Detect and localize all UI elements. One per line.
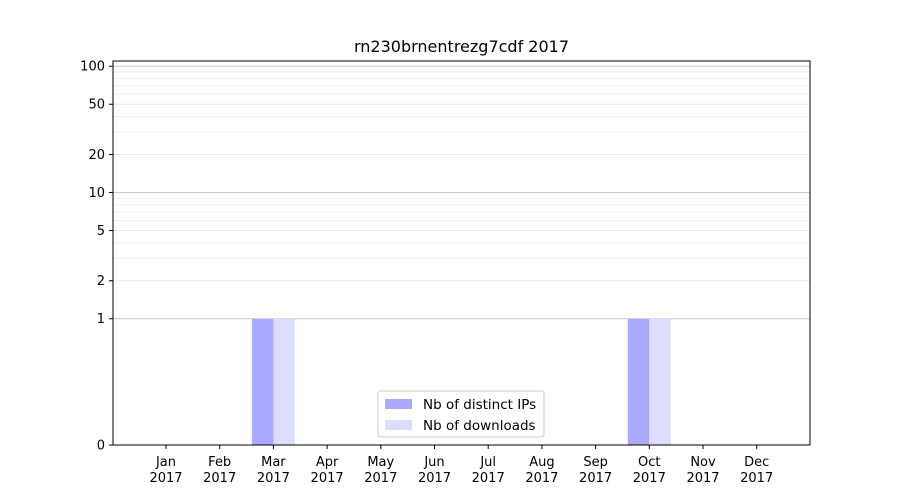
y-axis: 0 1 2 5 10 20 50 100 bbox=[80, 60, 113, 454]
legend: Nb of distinct IPs Nb of downloads bbox=[377, 390, 545, 438]
x-tick-label-month: Nov bbox=[690, 455, 716, 470]
bars bbox=[251, 318, 671, 445]
bar bbox=[649, 318, 671, 445]
plot-frame bbox=[112, 60, 811, 446]
x-tick-label-month: Oct bbox=[638, 455, 660, 470]
x-tick-label-year: 2017 bbox=[740, 471, 773, 486]
x-axis: Jan2017Feb2017Mar2017Apr2017May2017Jun20… bbox=[149, 445, 773, 486]
x-tick-label-year: 2017 bbox=[418, 471, 451, 486]
y-tick-label: 100 bbox=[80, 60, 105, 75]
x-tick-label-month: May bbox=[367, 455, 394, 470]
x-tick-label-month: Sep bbox=[583, 455, 608, 470]
y-tick-label: 5 bbox=[97, 224, 105, 239]
x-tick-label-year: 2017 bbox=[525, 471, 558, 486]
x-tick-label-month: Apr bbox=[316, 455, 339, 470]
legend-label: Nb of distinct IPs bbox=[423, 397, 536, 413]
y-tick-label: 2 bbox=[97, 274, 105, 289]
legend-swatch bbox=[385, 420, 412, 430]
x-tick-label-month: Dec bbox=[744, 455, 769, 470]
x-tick-label-year: 2017 bbox=[203, 471, 236, 486]
x-tick-label-month: Feb bbox=[208, 455, 231, 470]
y-tick-label: 20 bbox=[88, 148, 105, 163]
x-tick-label-month: Mar bbox=[261, 455, 286, 470]
bar bbox=[251, 318, 274, 445]
legend-box bbox=[377, 390, 545, 438]
legend-swatch bbox=[385, 399, 412, 409]
y-tick-label: 10 bbox=[88, 186, 105, 201]
legend-label: Nb of downloads bbox=[423, 418, 536, 434]
y-tick-label: 1 bbox=[97, 312, 105, 327]
x-tick-label-month: Jul bbox=[479, 455, 496, 470]
bar bbox=[273, 318, 295, 445]
x-tick-label-month: Jan bbox=[155, 455, 176, 470]
x-tick-label-year: 2017 bbox=[472, 471, 505, 486]
x-tick-label-month: Aug bbox=[529, 455, 554, 470]
x-tick-label-year: 2017 bbox=[149, 471, 182, 486]
x-tick-label-year: 2017 bbox=[364, 471, 397, 486]
bar bbox=[627, 318, 650, 445]
grid bbox=[113, 65, 810, 320]
y-tick-label: 0 bbox=[97, 439, 105, 454]
chart-title: rn230brnentrezg7cdf 2017 bbox=[354, 37, 569, 56]
y-tick-label: 50 bbox=[88, 98, 105, 113]
x-tick-label-year: 2017 bbox=[579, 471, 612, 486]
x-tick-label-year: 2017 bbox=[257, 471, 290, 486]
x-tick-label-month: Jun bbox=[423, 455, 444, 470]
x-tick-label-year: 2017 bbox=[311, 471, 344, 486]
x-tick-label-year: 2017 bbox=[633, 471, 666, 486]
x-tick-label-year: 2017 bbox=[686, 471, 719, 486]
